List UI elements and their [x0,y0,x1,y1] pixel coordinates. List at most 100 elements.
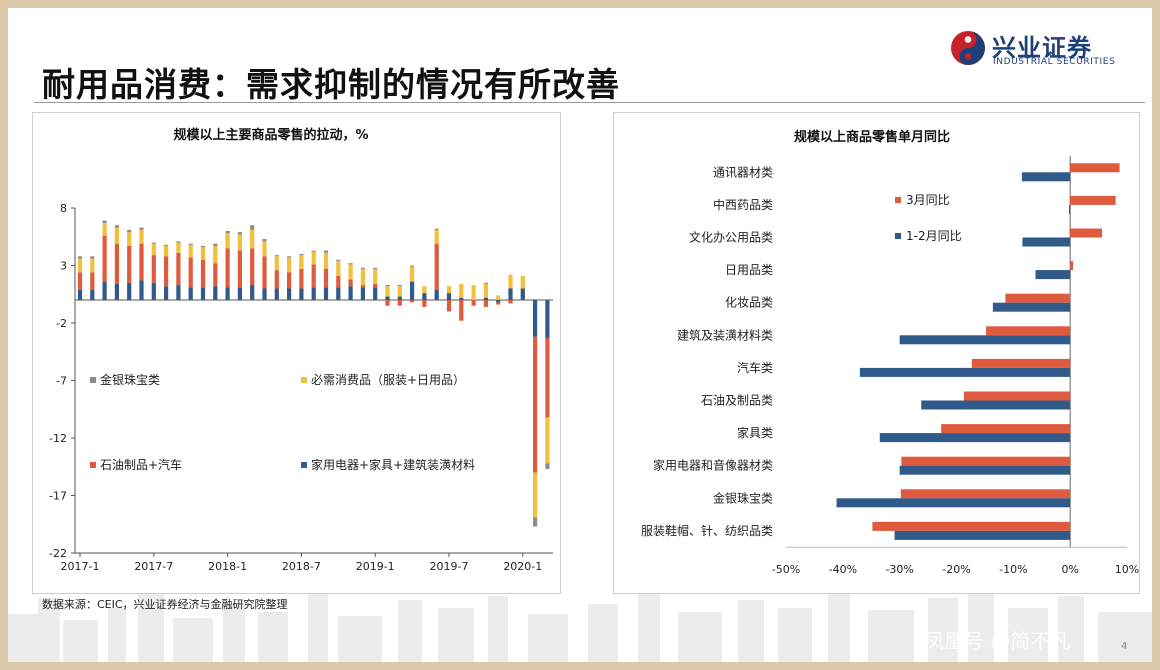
x-tick-label: 0% [1061,563,1078,576]
bar-segment [151,255,156,283]
building [678,612,722,662]
bar-segment [114,283,119,300]
bar-segment [102,235,107,282]
bar [901,456,1071,466]
bar-segment [545,300,550,338]
bar-segment [385,285,390,287]
bar-segment [213,286,218,300]
bar-segment [102,220,107,223]
bar-segment [422,300,427,307]
bar-segment [127,232,132,246]
bar [921,400,1071,410]
bar-segment [164,286,169,300]
bar-segment [200,247,206,260]
bar-segment [287,288,292,300]
skyline-buildings [8,586,1152,662]
bar-segment [139,227,144,230]
bar-segment [200,287,206,300]
y-tick-label: 8 [60,202,67,215]
building [398,600,422,662]
building [173,618,213,662]
bar-segment [373,268,378,284]
bar-segment [446,293,452,300]
x-tick-label: -10% [999,563,1027,576]
bar-segment [360,287,365,300]
title-divider [34,102,1145,103]
bar-segment [151,242,156,244]
bar-segment [114,225,119,228]
bar-segment [434,289,439,300]
chart-title: 规模以上商品零售单月同比 [794,129,950,145]
category-label: 建筑及装潢材料类 [677,327,773,342]
bar-segment [77,289,83,300]
bar-segment [471,300,476,306]
bar-segment [360,268,365,286]
bar-segment [188,287,193,300]
building [258,612,288,662]
bar-segment [336,287,341,300]
bar [836,498,1071,508]
legend-label: 石油制品+汽车 [100,457,182,472]
building [868,610,914,662]
bar-segment [533,517,538,527]
legend-swatch [301,377,307,383]
bar-segment [385,296,390,300]
y-tick-label: -12 [49,432,67,445]
bar-segment [139,280,144,300]
bar-segment [348,279,353,287]
bar-segment [77,258,83,273]
x-tick-label: -40% [829,563,857,576]
bar-segment [127,245,132,283]
yoy-chart-panel: 规模以上商品零售单月同比 通讯器材类 中西药品类 文化办公用品类 日用品类 化妆品类 建筑及… [613,112,1140,594]
category-label: 化妆品类 [725,296,773,310]
bar-segment [373,283,378,288]
bar-segment [533,300,538,337]
building [38,598,60,662]
bar-segment [508,274,513,289]
bar-segment [262,239,267,242]
legend-label: 家用电器+家具+建筑装潢材料 [311,457,475,472]
bar-segment [250,285,255,300]
bar-segment [274,288,279,300]
bar-segment [213,263,218,287]
bar [963,391,1071,401]
bar-segment [508,300,513,304]
bar-segment [336,260,341,276]
bar [1022,237,1071,247]
y-tick-label: -2 [56,317,67,330]
bar-segment [114,243,119,284]
bar-segment [200,245,206,248]
bar-segment [311,287,316,300]
category-label: 石油及制品类 [701,394,773,408]
bar-segment [225,231,230,234]
bar-segment [237,234,242,251]
bar-segment [459,297,464,300]
bar [859,367,1071,377]
bar-segment [483,283,488,298]
category-label: 日用品类 [725,263,773,277]
x-tick-label: -50% [772,563,800,576]
legend-swatch [90,462,96,468]
bar-segment [90,256,95,259]
x-tick-label: 2018-1 [208,560,247,573]
legend-label: 金银珠宝类 [100,372,160,387]
bar-segment [250,248,255,286]
bar-segment [77,272,83,290]
bar-segment [299,288,304,300]
bar-segment [176,252,181,286]
x-tick-label: 2017-1 [61,560,100,573]
bar-segment [274,255,279,257]
x-tick-label: 2020-1 [503,560,542,573]
x-tick-label: 2019-1 [356,560,395,573]
bar [899,335,1071,345]
bar-segment [397,296,402,300]
bar-segment [90,272,95,290]
bar [971,358,1071,368]
building [1008,608,1048,662]
bar-segment [213,243,218,246]
bar [941,424,1071,434]
bar-segment [434,229,439,244]
bar-segment [422,286,427,294]
bar-segment [336,259,341,261]
